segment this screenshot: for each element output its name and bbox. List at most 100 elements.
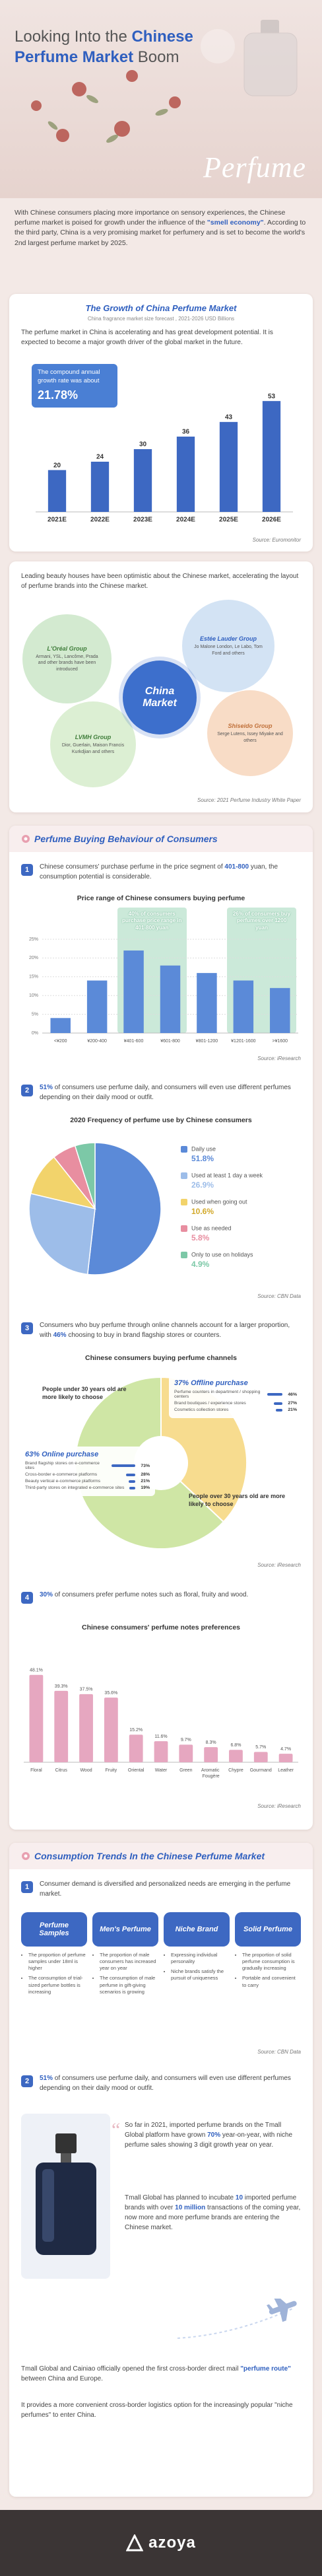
x-tick-label: ¥401-600 [124, 1039, 144, 1044]
bar [204, 1747, 218, 1762]
x-tick-label: ¥601-800 [160, 1039, 180, 1044]
legend-swatch [181, 1225, 187, 1232]
y-tick-label: 15% [29, 975, 38, 980]
channel-name: Online purchase [42, 1450, 99, 1458]
highlight: 401-800 [224, 863, 249, 871]
y-tick-label: 25% [29, 937, 38, 942]
trend-tile: Niche Brand Expressing individual persona… [164, 1912, 230, 1986]
chart-title: Price range of Chinese consumers buying … [77, 894, 245, 902]
tile-bullet: Expressing individual personality [171, 1952, 230, 1965]
card-title: Perfume Buying Behaviour of Consumers [34, 834, 218, 844]
bar [233, 980, 254, 1033]
channel-row: Brand flagship stores on e-commerce site… [25, 1461, 150, 1470]
text-run: Chinese consumers' purchase perfume in t… [40, 863, 225, 871]
trend-tile: Men's Perfume The proportion of male cons… [92, 1912, 158, 1999]
highlight: 51% [40, 1084, 53, 1091]
growth-chart: 20 2021E 24 2022E 30 2023E 36 2024E 43 2025E 53 202… [36, 393, 293, 524]
bar [160, 965, 181, 1033]
value-label: 11.6% [154, 1735, 167, 1739]
x-tick-label: Floral [30, 1768, 42, 1773]
channel-bar [111, 1464, 135, 1467]
channel-row: Cross-border e-commerce platforms 28% [25, 1472, 150, 1477]
online-note: People under 30 years old are more likel… [42, 1386, 127, 1400]
source: Source: 2021 Perfume Industry White Pape… [197, 797, 301, 803]
logo-mark [126, 2534, 144, 2552]
legend-label: Used when going out [191, 1198, 247, 1205]
channel-item: Brand boutiques / experience stores [174, 1401, 246, 1406]
header-decoration [31, 20, 298, 143]
x-tick-label: Water [155, 1768, 168, 1773]
number-badge: 1 [21, 864, 33, 876]
bar [54, 1690, 69, 1762]
airplane [177, 2299, 297, 2339]
bar [278, 1754, 293, 1762]
x-tick-label: 2024E [176, 517, 195, 524]
brand-desc: Dior, Guerlain, Maison Francis Kurkdjian… [61, 743, 125, 754]
text-run: Tmall Global and Cainiao officially open… [21, 2365, 241, 2373]
tile-bullets: The proportion of solid perfume consumpt… [235, 1952, 301, 1989]
text-run: The compound annual growth rate was abou… [38, 369, 100, 384]
value-label: 5.7% [255, 1745, 266, 1750]
legend-swatch [181, 1199, 187, 1205]
channel-bar [267, 1393, 282, 1396]
brand-desc: Jo Malone London, Le Labo, Tom Ford and … [194, 645, 263, 656]
number-badge: 4 [21, 1592, 33, 1604]
chart-wrapper: 20 2021E 24 2022E 30 2023E 36 2024E 43 2025E 53 202… [16, 360, 306, 532]
channel-value: 19% [141, 1485, 150, 1490]
highlight: 46% [53, 1331, 67, 1339]
notes-chart: 48.1% Floral 39.3% Citrus 37.5% Wood 35.6% Frui… [24, 1668, 298, 1779]
channel-bar [275, 1408, 282, 1412]
perfume-bottle [21, 2114, 110, 2279]
final-text: It provides a more convenient cross-bord… [21, 2402, 293, 2419]
x-tick-label: 2023E [133, 517, 152, 524]
pie-slice [86, 1142, 162, 1275]
bar [154, 1741, 168, 1762]
x-tick-label: ¥200-400 [87, 1039, 107, 1044]
text-run: Looking Into the [15, 28, 132, 46]
card-title: The Growth of China Perfume Market [85, 303, 237, 313]
offline-box: 37% Offline purchase Perfume counters in… [169, 1375, 302, 1418]
point-text: Consumer demand is diversified and perso… [40, 1880, 291, 1898]
text-run: yuan, the consumption potential is consi… [40, 863, 278, 880]
channel-value: 28% [141, 1472, 150, 1477]
bar [219, 421, 238, 512]
growth-card: The Growth of China Perfume Market China… [9, 294, 313, 552]
callout: The compound annual growth rate was abou… [32, 364, 117, 408]
tile-title: Perfume Samples [21, 1912, 87, 1947]
chart-title: Chinese consumers buying perfume channel… [85, 1354, 237, 1362]
quote: “So far in 2021, imported perfume brands… [112, 2119, 302, 2150]
text-run: So far in 2021, imported perfume brands … [125, 2122, 282, 2139]
point-text: Chinese consumers' purchase perfume in t… [40, 863, 301, 882]
pie-slice [74, 1142, 96, 1209]
text-run: choosing to buy in brand flagship stores… [66, 1331, 222, 1339]
tile-bullets: The proportion of perfume samples under … [21, 1952, 87, 1995]
x-tick-label: 2025E [219, 517, 238, 524]
tile-bullets: Expressing individual personality Niche b… [164, 1952, 230, 1982]
card-text: The perfume market in China is accelerat… [21, 329, 273, 346]
main-title: Looking Into the Chinese Perfume Market … [15, 26, 212, 67]
bar [86, 980, 108, 1033]
offline-note: People over 30 years old are more likely… [189, 1493, 286, 1507]
tile-bullet: The proportion of perfume samples under … [28, 1952, 87, 1972]
text-run: Consumers who buy perfume through online… [40, 1322, 290, 1339]
y-tick-label: 10% [29, 993, 38, 998]
bar [176, 437, 195, 512]
value-label: 15.2% [129, 1728, 143, 1733]
text-run: year-on-year, with niche perfume sales s… [125, 2131, 293, 2149]
point-text: 30% of consumers prefer perfume notes su… [40, 1591, 301, 1600]
y-tick-label: 20% [29, 956, 38, 960]
tile-title: Solid Perfume [235, 1912, 301, 1947]
value-label: 4.9% [191, 1260, 210, 1269]
header: Looking Into the Chinese Perfume Market … [0, 0, 322, 198]
behaviour-card: Perfume Buying Behaviour of Consumers 1 … [9, 826, 313, 1830]
number-badge: 1 [21, 1881, 33, 1893]
x-tick-label: ¥1201-1600 [231, 1039, 255, 1044]
point-text: 51% of consumers use perfume daily, and … [40, 1083, 301, 1102]
route-text: Tmall Global and Cainiao officially open… [21, 2365, 301, 2384]
highlight: 70% [207, 2131, 221, 2139]
channel-item: Brand flagship stores on e-commerce site… [25, 1461, 100, 1470]
offline-heading: 37% Offline purchase [174, 1379, 297, 1387]
bar [133, 449, 152, 512]
channel-item: Perfume counters in department / shoppin… [174, 1390, 261, 1399]
text-run: transactions of the coming year, now mor… [125, 2204, 301, 2231]
